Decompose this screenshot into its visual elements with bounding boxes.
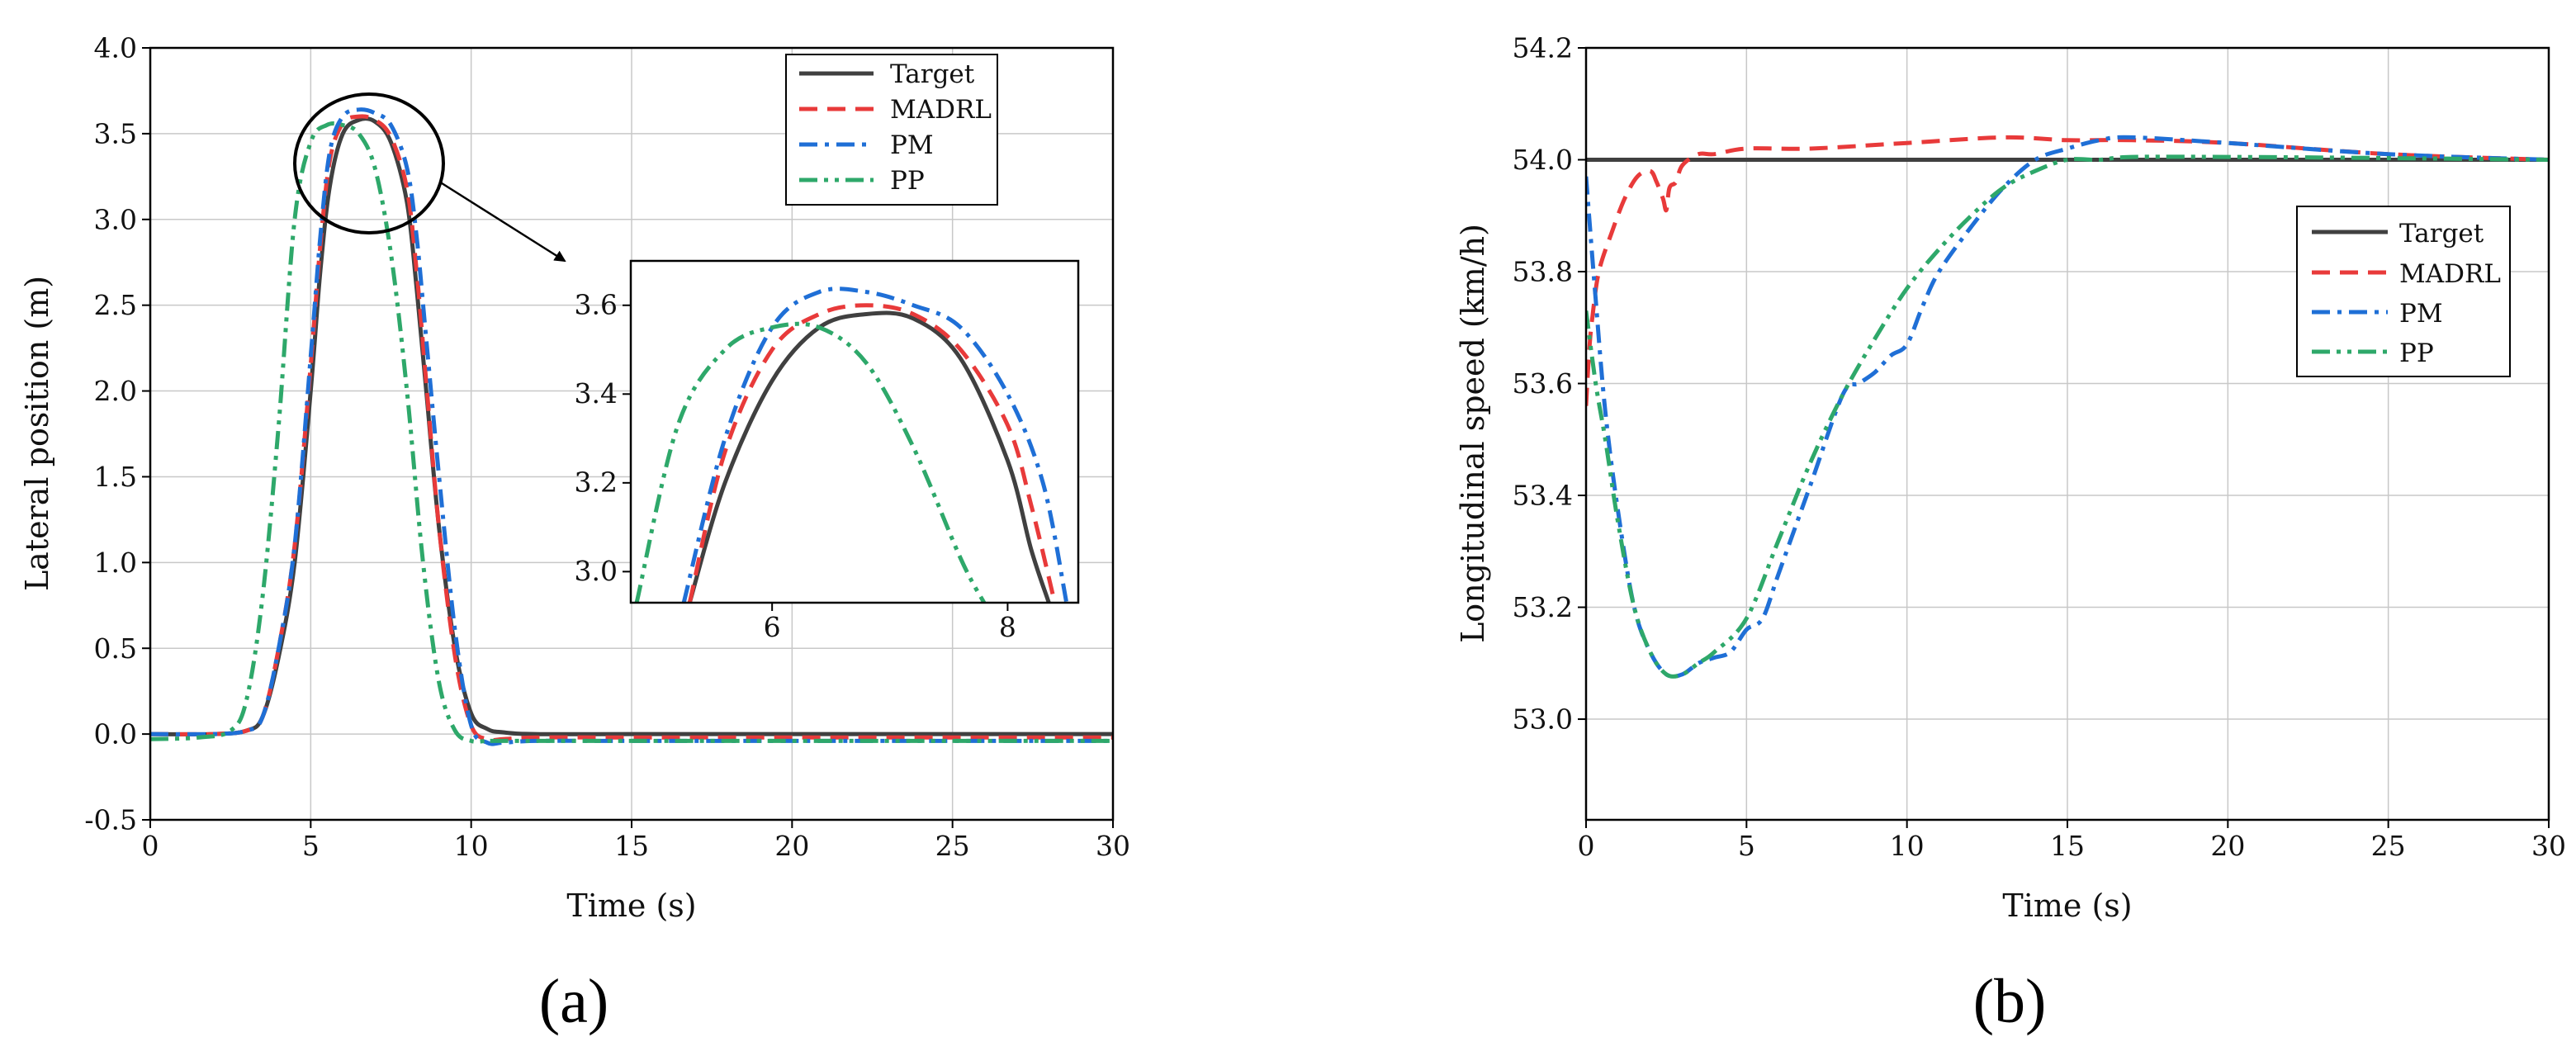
a-ytick-label: 1.0	[94, 547, 137, 579]
legend-frame-b	[2296, 206, 2511, 377]
legend-label-pp-a: PP	[890, 166, 925, 196]
inset-xtick-label: 6	[764, 611, 781, 643]
a-xtick-label: 0	[142, 830, 159, 862]
a-ytick-label: -0.5	[84, 804, 137, 836]
series-group-b	[1586, 135, 2549, 679]
a-series-target	[150, 116, 1113, 736]
a-series-pp	[150, 121, 1113, 744]
legend-label-madrl-b: MADRL	[2399, 259, 2501, 289]
a-ytick-label: 2.5	[94, 289, 137, 321]
zoom-arrow	[438, 180, 566, 263]
legend-label-target-b: Target	[2399, 219, 2484, 249]
ticks-a: 0 5 10 15 20 25 30 -0.5 0.0 0.5 1.0 1.5 2.0 2.5 3.0 3.5…	[84, 32, 1130, 862]
panel-label-a: (a)	[539, 967, 608, 1036]
b-xtick-label: 20	[2210, 830, 2245, 862]
zoom-circle	[293, 92, 445, 234]
inset-ytick-label: 3.0	[575, 555, 618, 587]
b-xtick-label: 0	[1578, 830, 1595, 862]
x-axis-label-b: Time (s)	[2002, 888, 2132, 924]
legend-label-pp-b: PP	[2399, 338, 2434, 368]
inset-ticks: 6 8 3.0 3.2 3.4 3.6	[575, 289, 1016, 643]
a-xtick-label: 20	[774, 830, 809, 862]
legend-b: Target MADRL PM PP	[2296, 206, 2511, 377]
a-xtick-label: 30	[1096, 830, 1130, 862]
series-group-a	[150, 107, 1113, 746]
b-xtick-label: 10	[1890, 830, 1925, 862]
a-ytick-label: 0.0	[94, 718, 137, 750]
b-xtick-label: 30	[2531, 830, 2566, 862]
x-axis-label-a: Time (s)	[566, 888, 696, 924]
chart-panel-b: 0 5 10 15 20 25 30 53.0 53.2 53.4 53.6 53.8 54.0 54.2…	[1455, 32, 2566, 1036]
b-ytick-label: 53.4	[1513, 480, 1573, 512]
b-ytick-label: 53.8	[1513, 256, 1573, 288]
b-xtick-label: 15	[2050, 830, 2085, 862]
inset-series-pp	[634, 321, 987, 603]
legend-a: Target MADRL PM PP	[785, 54, 998, 206]
y-axis-label-b: Longitudinal speed (km/h)	[1455, 224, 1491, 643]
inset-series-pm	[681, 286, 1069, 603]
a-xtick-label: 15	[614, 830, 649, 862]
chart-panel-a: 0 5 10 15 20 25 30 -0.5 0.0 0.5 1.0 1.5 2.0 2.5 3.0 3.5…	[19, 32, 1130, 1036]
b-xtick-label: 25	[2371, 830, 2406, 862]
a-ytick-label: 1.5	[94, 461, 137, 493]
inset-series-madrl	[687, 303, 1057, 603]
b-series-pm	[1586, 135, 2549, 679]
inset-ytick-label: 3.2	[575, 466, 618, 499]
legend-frame-a	[785, 54, 998, 206]
b-ytick-label: 54.0	[1513, 144, 1573, 176]
b-ytick-label: 53.0	[1513, 703, 1573, 736]
a-ytick-label: 3.5	[94, 117, 137, 149]
a-xtick-label: 25	[935, 830, 970, 862]
ticks-b: 0 5 10 15 20 25 30 53.0 53.2 53.4 53.6 53.8 54.0 54.2	[1513, 32, 2566, 862]
inset-series-target	[687, 310, 1051, 603]
legend-label-madrl-a: MADRL	[890, 95, 992, 125]
a-ytick-label: 4.0	[94, 32, 137, 64]
b-ytick-label: 53.6	[1513, 367, 1573, 400]
legend-label-pm-b: PM	[2399, 299, 2443, 329]
legend-label-target-a: Target	[890, 59, 975, 89]
a-xtick-label: 10	[454, 830, 489, 862]
legend-label-pm-a: PM	[890, 130, 934, 160]
panel-label-b: (b)	[1973, 967, 2047, 1036]
a-ytick-label: 0.5	[94, 632, 137, 665]
a-ytick-label: 2.0	[94, 375, 137, 407]
inset-ytick-label: 3.4	[575, 377, 618, 410]
b-series-pp	[1586, 154, 2549, 679]
a-series-madrl	[150, 114, 1113, 743]
b-xtick-label: 5	[1738, 830, 1755, 862]
grid-b	[1586, 48, 2549, 820]
b-series-madrl	[1586, 135, 2549, 406]
inset-ytick-label: 3.6	[575, 289, 618, 321]
inset-frame	[629, 259, 1080, 604]
b-ytick-label: 54.2	[1513, 32, 1573, 64]
y-axis-label-a: Lateral position (m)	[19, 276, 55, 591]
inset-xtick-label: 8	[999, 611, 1016, 643]
inset-series-group	[634, 286, 1069, 603]
a-xtick-label: 5	[302, 830, 320, 862]
b-ytick-label: 53.2	[1513, 591, 1573, 623]
a-ytick-label: 3.0	[94, 203, 137, 235]
